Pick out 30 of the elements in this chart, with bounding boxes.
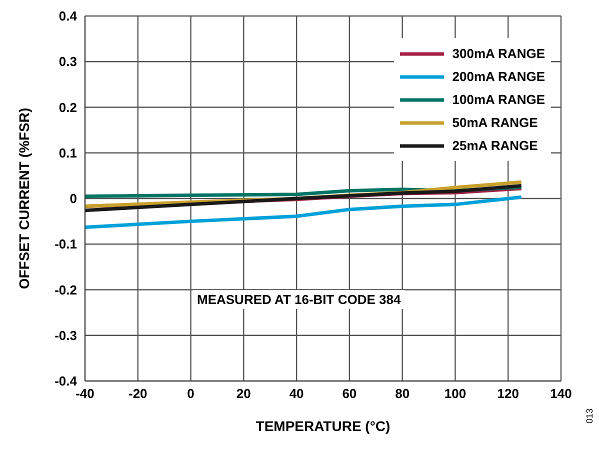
y-tick-label: -0.1 <box>54 236 77 252</box>
x-tick-label: 20 <box>236 386 251 402</box>
y-tick-label: 0.4 <box>58 8 78 24</box>
x-tick-label: 100 <box>444 386 466 402</box>
x-tick-label: -40 <box>76 386 94 402</box>
text: 013 <box>584 408 594 424</box>
y-axis-title: OFFSET CURRENT (%FSR) <box>16 108 32 290</box>
line-series <box>85 195 524 229</box>
y-tick-label: 0 <box>70 191 77 206</box>
x-tick-label: 80 <box>395 386 410 402</box>
x-tick-label: 0 <box>187 386 194 402</box>
y-tick-label: 0.3 <box>58 54 77 70</box>
y-tick-label: -0.2 <box>54 282 77 298</box>
annotation: MEASURED AT 16-BIT CODE 384 <box>193 290 405 309</box>
x-axis-title: TEMPERATURE (°C) <box>256 418 390 434</box>
x-tick-label: 120 <box>497 386 519 402</box>
y-tick-label: -0.3 <box>54 328 77 343</box>
legend-label: 25mA RANGE <box>452 138 538 153</box>
y-tick-label: -0.4 <box>54 374 78 389</box>
legend-label: 100mA RANGE <box>452 92 545 107</box>
y-tick-label: 0.2 <box>58 100 77 115</box>
x-tick-label: 40 <box>289 386 304 402</box>
x-tick-label: 140 <box>550 386 572 402</box>
legend-label: 200mA RANGE <box>452 69 545 84</box>
x-tick-label: -20 <box>128 386 148 402</box>
y-tick-label: 0.1 <box>58 145 77 160</box>
legend-label: 300mA RANGE <box>452 46 545 61</box>
x-tick-label: 60 <box>342 386 357 402</box>
line-series <box>85 184 524 212</box>
legend-label: 50mA RANGE <box>452 115 538 130</box>
